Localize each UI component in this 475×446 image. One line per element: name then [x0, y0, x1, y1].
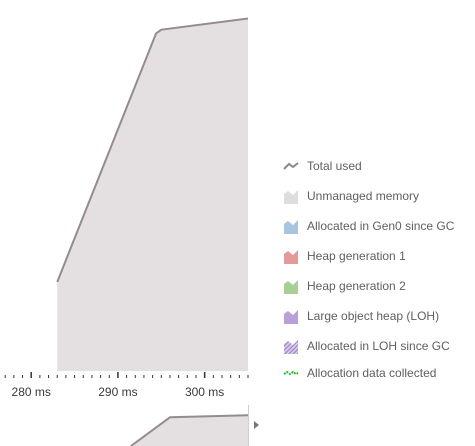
- area-icon: [284, 220, 298, 234]
- legend-item: Heap generation 2: [283, 276, 473, 296]
- axis-tick-label: 300 ms: [185, 385, 224, 399]
- legend-label: Allocation data collected: [307, 366, 437, 380]
- legend-item: Allocation data collected: [283, 363, 473, 383]
- legend-label: Heap generation 1: [307, 249, 406, 263]
- area-icon: [284, 280, 298, 294]
- area-icon: [284, 310, 298, 324]
- legend-item: Allocated in Gen0 since GC: [283, 216, 473, 236]
- legend-label: Heap generation 2: [307, 279, 406, 293]
- legend-item: Unmanaged memory: [283, 186, 473, 206]
- legend-item: Allocated in LOH since GC: [283, 336, 473, 356]
- axis-tick-label: 290 ms: [98, 385, 137, 399]
- line-icon: [283, 162, 299, 170]
- legend-item: Large object heap (LOH): [283, 306, 473, 326]
- legend-label: Unmanaged memory: [307, 189, 420, 203]
- overview-line: [130, 414, 249, 446]
- legend-item: Heap generation 1: [283, 246, 473, 266]
- legend-label: Allocated in Gen0 since GC: [307, 219, 455, 233]
- chevron-right-icon: [254, 421, 259, 429]
- axis-tick-label: 280 ms: [12, 385, 51, 399]
- legend-label: Total used: [307, 159, 362, 173]
- legend-label: Allocated in LOH since GC: [307, 339, 450, 353]
- hatched-area-icon: [284, 340, 298, 354]
- series-line-0: [56, 17, 249, 283]
- dashed-line-icon: [283, 370, 299, 376]
- overview-area: [130, 415, 248, 446]
- legend-item: Total used: [283, 156, 473, 176]
- legend-label: Large object heap (LOH): [307, 309, 440, 323]
- expand-button[interactable]: [248, 405, 264, 446]
- area-icon: [284, 250, 298, 264]
- series-area-0: [57, 18, 248, 372]
- area-icon: [284, 190, 298, 204]
